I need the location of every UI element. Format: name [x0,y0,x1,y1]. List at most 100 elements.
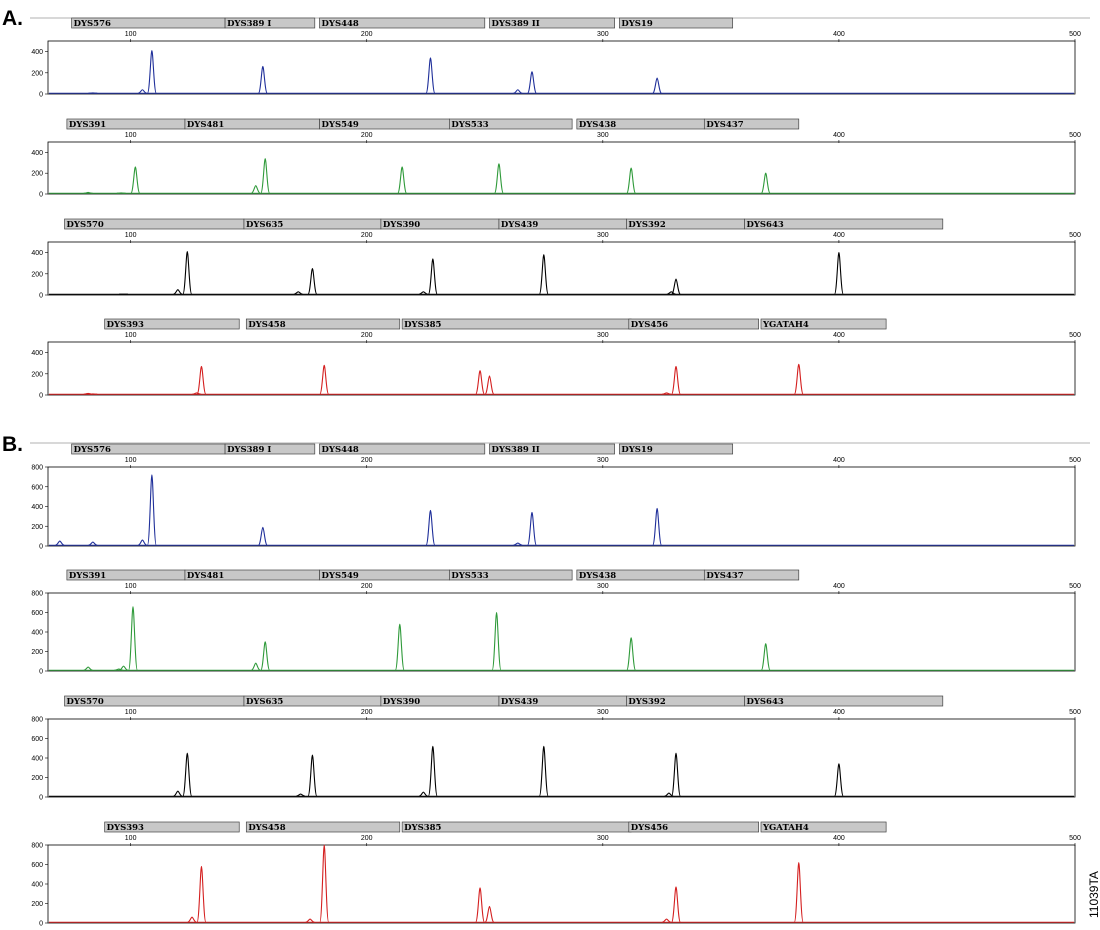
peak [484,375,495,395]
peak [260,158,271,194]
plot-frame [47,718,1076,798]
y-tick-label: 0 [39,921,43,928]
y-tick-label: 400 [31,350,43,357]
panel-black: DYS570 DYS635 DYS390 DYS439 DYS392 DYS643 100 2… [31,695,1081,802]
panel-blue: DYS576 DYS389 I DYS448 DYS389 II DYS19 100 200… [31,443,1081,551]
peak [182,250,193,295]
marker-bin [449,118,573,130]
peak [305,918,315,923]
marker-bin [744,695,944,707]
marker-bin [760,318,887,330]
peak [427,258,438,295]
x-tick-label: 300 [597,332,609,339]
panel-green: DYS391 DYS481 DYS549 DYS533 DYS438 DYS437 100 2… [31,569,1081,676]
panel-red: DYS393 DYS458 DYS385 DYS456 YGATAH4 100 200 300… [31,821,1081,928]
peak [173,289,183,295]
peak [173,790,183,797]
y-tick-label: 0 [39,92,43,99]
peak [527,511,537,546]
x-tick-label: 300 [597,583,609,590]
y-tick-label: 400 [31,150,43,157]
marker-bin [104,821,240,833]
peak [475,887,485,923]
peak [319,364,330,395]
marker-label: DYS456 [631,320,668,330]
x-tick-label: 400 [833,31,845,38]
x-tick-label: 200 [361,31,373,38]
marker-bin [618,443,734,455]
peak [491,611,502,671]
marker-bin [744,218,944,230]
peak [513,542,523,546]
peak [793,363,804,395]
marker-label: DYS643 [746,220,783,230]
peak [128,606,138,671]
peak [196,865,207,923]
marker-label: DYS576 [74,19,111,29]
peak [146,474,157,546]
x-tick-label: 500 [1069,232,1081,239]
peak [425,509,436,546]
peak [626,167,637,194]
peak [538,254,549,295]
marker-label: DYS391 [69,120,106,130]
peak [425,57,436,94]
marker-bin [703,118,800,130]
marker-label: DYS635 [246,697,283,707]
peak [257,526,268,546]
marker-bin [628,821,759,833]
peak [664,792,674,797]
x-tick-label: 100 [125,835,137,842]
marker-label: DYS458 [248,823,285,833]
peak [760,172,771,194]
x-tick-label: 400 [833,835,845,842]
marker-bin [319,17,486,29]
marker-label: DYS533 [451,571,488,581]
marker-label: DYS19 [621,445,652,455]
peak [418,791,428,797]
x-tick-label: 100 [125,457,137,464]
x-tick-label: 400 [833,709,845,716]
peak [662,392,671,395]
peak [182,752,193,797]
y-tick-label: 600 [31,484,43,491]
x-tick-label: 300 [597,31,609,38]
peak [493,163,504,194]
marker-label: DYS437 [706,120,743,130]
marker-label: DYS438 [579,571,616,581]
marker-bin [319,443,486,455]
marker-bin [224,17,316,29]
peak [260,641,271,671]
x-tick-label: 200 [361,835,373,842]
plot-frame [47,341,1076,396]
peak [307,754,318,797]
peak [83,666,93,671]
x-tick-label: 500 [1069,709,1081,716]
marker-label: DYS549 [322,571,359,581]
marker-label: DYS392 [628,697,665,707]
y-tick-label: 400 [31,882,43,889]
y-tick-label: 0 [39,544,43,551]
plot-frame [47,241,1076,296]
x-tick-label: 200 [361,583,373,590]
marker-label: DYS570 [67,697,104,707]
y-tick-label: 200 [31,901,43,908]
peak [833,252,844,295]
marker-bin [489,17,615,29]
marker-label: DYS635 [246,220,283,230]
y-tick-label: 0 [39,393,43,400]
x-tick-label: 300 [597,709,609,716]
peak [671,365,681,395]
y-tick-label: 0 [39,192,43,199]
plot-frame [47,466,1076,547]
peak [88,541,98,546]
marker-label: DYS481 [187,120,224,130]
y-tick-label: 400 [31,250,43,257]
marker-bin [703,569,800,581]
peak [296,793,306,797]
marker-label: DYS576 [74,445,111,455]
peak [662,918,672,923]
peak [671,278,681,295]
peak [671,752,681,797]
y-tick-label: 800 [31,717,43,724]
